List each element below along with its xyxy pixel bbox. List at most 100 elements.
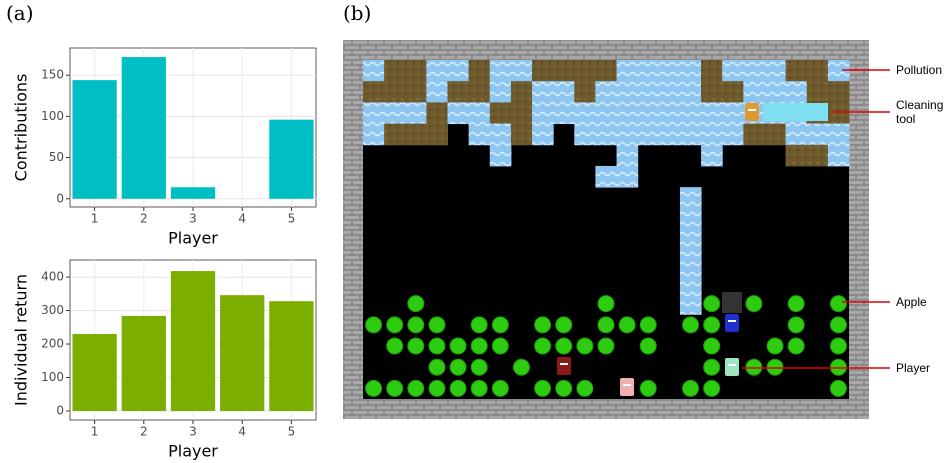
apple [703,295,721,313]
apple [682,316,700,334]
water-tile [785,81,808,103]
y-tick-label: 300 [41,303,64,317]
y-tick-label: 50 [49,150,64,164]
water-tile [679,102,702,125]
pollution-tile [363,81,385,103]
water-tile [701,123,723,146]
water-tile [616,102,639,125]
x-tick-label: 1 [91,425,99,439]
player-eyes [728,364,736,366]
water-tile [426,60,449,82]
apple [576,337,594,355]
pollution-tile [510,81,533,103]
water-tile [447,60,470,82]
apple [766,358,784,376]
water-tile [426,81,449,103]
y-tick-label: 400 [41,270,64,284]
player [725,314,739,332]
pollution-tile [701,60,723,82]
player-eyes [623,384,631,386]
y-axis-title: Contributions [12,74,31,182]
pollution-tile [384,81,406,103]
apple [576,379,594,397]
apple [703,358,721,376]
pollution-tile [785,144,808,167]
pollution-tile [806,81,829,103]
apple [745,295,763,313]
apple [534,316,552,334]
pollution-tile [743,123,765,146]
pollution-tile [468,60,491,82]
apple [787,337,805,355]
x-tick-label: 4 [238,425,246,439]
annotation: Pollution [896,63,943,77]
apple [639,316,657,334]
apple [407,379,425,397]
bar [121,315,166,411]
apple [407,337,425,355]
pollution-tile [553,60,575,82]
water-tile [658,60,681,82]
y-tick-label: 100 [41,370,64,384]
water-tile [363,60,385,82]
pollution-tile [384,60,406,82]
apple [449,379,467,397]
bar [72,80,117,199]
water-tile [363,123,385,146]
y-tick-label: 0 [56,191,64,205]
x-tick-label: 5 [288,212,296,226]
player [725,358,739,376]
pollution-tile [827,81,850,103]
bar [269,301,314,411]
water-tile [532,102,554,125]
apple [787,295,805,313]
apple [597,316,615,334]
water-tile [532,123,554,146]
water-tile [658,123,681,146]
annotation: Apple [896,295,927,309]
apple [829,316,847,334]
apple [470,379,488,397]
pollution-tile [426,102,449,125]
x-axis-title: Player [168,229,218,248]
apple [470,358,488,376]
water-tile [616,123,639,146]
apple [829,337,847,355]
water-tile [679,229,702,252]
water-tile [764,60,787,82]
apple [682,379,700,397]
pollution-tile [405,60,427,82]
apple [597,295,615,313]
bar [220,295,265,411]
apple [555,337,573,355]
apple [703,379,721,397]
apple [618,316,636,334]
player-eyes [748,109,756,111]
water-tile [827,60,850,82]
x-tick-label: 3 [189,425,197,439]
water-tile [722,60,744,82]
water-tile [679,293,702,315]
water-tile [743,60,765,82]
pollution-tile [468,81,491,103]
player [557,357,571,375]
apple [386,379,404,397]
water-tile [595,81,618,103]
apple [449,358,467,376]
pollution-tile [806,144,829,167]
apple [555,316,573,334]
water-tile [637,102,660,125]
water-tile [637,81,660,103]
pollution-tile [785,60,808,82]
water-tile [764,81,787,103]
dead-zone [722,292,742,313]
apple [787,316,805,334]
annotation-lines [742,69,890,369]
pollution-tile [510,123,533,146]
water-tile [701,102,723,125]
pollution-tile [510,102,533,125]
apple [597,337,615,355]
pollution-tile [595,60,618,82]
water-tile [637,123,660,146]
